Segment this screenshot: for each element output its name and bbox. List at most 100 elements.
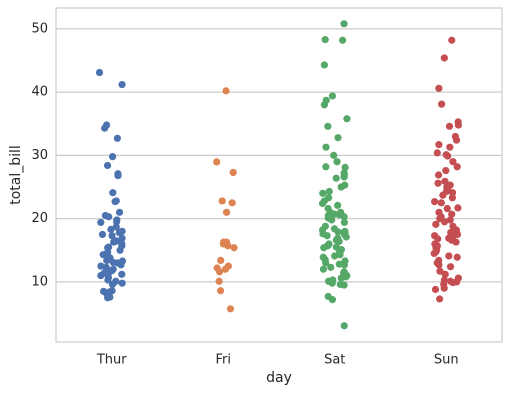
point	[431, 285, 440, 294]
y-tick-label: 10	[31, 274, 48, 289]
point	[118, 234, 126, 242]
point	[108, 153, 117, 161]
point	[318, 199, 327, 208]
y-tick-label: 40	[31, 85, 48, 100]
point	[222, 87, 230, 95]
point	[340, 173, 348, 181]
point	[435, 261, 443, 269]
point	[328, 279, 336, 287]
point	[340, 322, 348, 330]
y-tick-label: 30	[31, 148, 48, 163]
point	[319, 189, 327, 197]
point	[118, 279, 126, 287]
point	[436, 267, 444, 275]
point	[224, 242, 232, 250]
point	[116, 246, 124, 254]
point	[215, 268, 224, 276]
point	[215, 277, 223, 285]
point	[95, 68, 104, 77]
point	[445, 122, 454, 130]
point	[330, 151, 338, 159]
point	[448, 194, 457, 202]
point	[452, 238, 460, 246]
point	[97, 218, 105, 227]
point	[328, 92, 337, 100]
point	[322, 143, 330, 151]
point	[337, 183, 345, 191]
point	[332, 174, 340, 182]
point	[446, 263, 455, 271]
point	[434, 179, 442, 187]
point	[320, 101, 328, 109]
point	[117, 261, 125, 269]
point	[325, 187, 333, 196]
point	[453, 253, 461, 261]
point	[103, 161, 112, 170]
point	[104, 294, 112, 302]
point	[118, 80, 126, 89]
point	[441, 270, 449, 278]
point	[108, 232, 116, 240]
point	[440, 284, 448, 292]
plot-frame	[55, 7, 503, 343]
point	[333, 158, 341, 166]
point	[213, 158, 221, 166]
point	[436, 295, 444, 303]
point	[448, 36, 456, 44]
point	[109, 189, 117, 197]
x-tick-label: Sun	[434, 353, 459, 368]
point	[328, 216, 336, 224]
point	[338, 36, 347, 44]
point	[444, 152, 452, 160]
point	[104, 276, 112, 284]
point	[431, 197, 439, 206]
point	[443, 204, 451, 213]
point	[110, 238, 118, 246]
point	[222, 208, 231, 216]
point	[340, 281, 348, 289]
point	[331, 252, 339, 260]
point	[449, 158, 457, 166]
point	[229, 168, 237, 177]
point	[442, 166, 450, 175]
point	[453, 278, 461, 286]
point	[340, 20, 348, 28]
point	[226, 305, 235, 313]
point	[105, 213, 113, 221]
point	[433, 149, 441, 157]
point	[322, 259, 330, 267]
point	[327, 263, 335, 271]
point	[106, 268, 114, 276]
point	[448, 189, 457, 197]
point	[340, 213, 348, 221]
point	[448, 210, 456, 218]
point	[107, 225, 115, 234]
point	[114, 172, 122, 180]
point	[454, 121, 462, 129]
point	[434, 235, 442, 243]
point	[340, 218, 349, 227]
point	[440, 54, 448, 62]
point	[439, 191, 447, 199]
x-tick-label: Sat	[324, 353, 345, 368]
point	[334, 234, 342, 242]
point	[454, 204, 462, 212]
point	[115, 208, 124, 216]
point	[319, 265, 327, 273]
point	[438, 100, 446, 108]
point	[221, 265, 229, 273]
point	[217, 256, 225, 264]
point	[337, 274, 345, 282]
point	[218, 197, 226, 205]
point	[452, 136, 461, 144]
x-tick-label: Fri	[216, 353, 232, 368]
point	[334, 201, 342, 209]
point	[453, 163, 461, 171]
point	[327, 209, 335, 217]
point	[323, 232, 331, 240]
point	[450, 228, 458, 236]
point	[334, 134, 342, 142]
point	[343, 115, 351, 123]
point	[435, 84, 443, 92]
